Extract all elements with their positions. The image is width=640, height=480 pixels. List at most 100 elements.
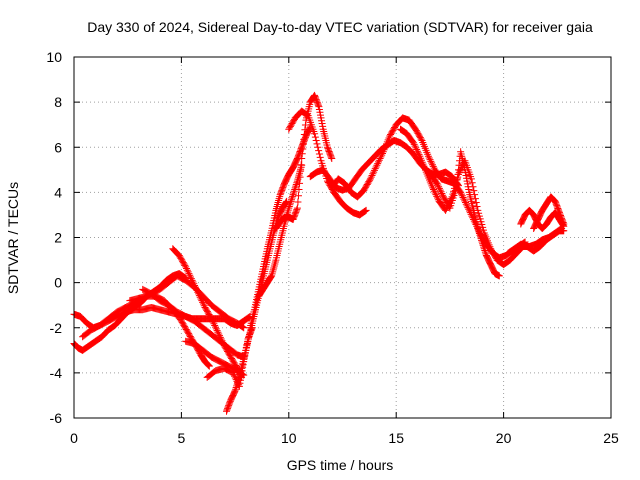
data-point bbox=[235, 375, 243, 383]
y-axis-title: SDTVAR / TECUs bbox=[5, 182, 21, 294]
x-tick-label: 15 bbox=[388, 430, 404, 446]
data-point bbox=[293, 204, 301, 212]
data-point bbox=[187, 273, 195, 281]
data-point bbox=[297, 167, 305, 175]
data-point bbox=[296, 173, 304, 181]
data-point bbox=[208, 316, 216, 324]
data-point bbox=[413, 146, 421, 154]
data-point bbox=[312, 136, 320, 144]
data-point bbox=[215, 330, 223, 338]
data-point bbox=[194, 288, 202, 296]
data-point bbox=[313, 140, 321, 148]
data-point bbox=[478, 238, 486, 246]
data-point bbox=[559, 219, 567, 227]
data-point bbox=[267, 274, 275, 282]
data-point bbox=[282, 198, 290, 206]
data-point bbox=[290, 187, 298, 195]
data-point bbox=[193, 287, 201, 295]
data-point bbox=[477, 235, 485, 243]
data-point bbox=[196, 293, 204, 301]
data-point bbox=[311, 133, 319, 141]
data-point bbox=[189, 278, 197, 286]
data-point bbox=[361, 208, 369, 216]
y-tick-label: -4 bbox=[50, 365, 63, 381]
data-point bbox=[298, 150, 306, 158]
data-point bbox=[231, 372, 239, 380]
data-point bbox=[211, 323, 219, 331]
data-point bbox=[232, 384, 240, 392]
data-point bbox=[292, 182, 300, 190]
data-point bbox=[457, 188, 465, 196]
data-point bbox=[229, 369, 237, 377]
data-point bbox=[314, 101, 322, 109]
data-point bbox=[467, 210, 475, 218]
data-point bbox=[367, 173, 375, 181]
data-point bbox=[434, 194, 442, 202]
y-tick-label: -6 bbox=[50, 410, 63, 426]
data-point bbox=[415, 151, 423, 159]
data-point bbox=[234, 378, 242, 386]
data-point bbox=[362, 206, 370, 214]
data-point bbox=[432, 191, 440, 199]
data-point bbox=[200, 302, 208, 310]
data-point bbox=[182, 263, 190, 271]
data-point bbox=[327, 153, 335, 161]
data-point bbox=[301, 126, 309, 134]
data-point bbox=[366, 176, 374, 184]
data-point bbox=[295, 186, 303, 194]
data-point bbox=[442, 206, 450, 214]
data-point bbox=[291, 184, 299, 192]
data-point bbox=[315, 147, 323, 155]
data-point bbox=[467, 175, 475, 183]
data-point bbox=[475, 228, 483, 236]
data-point bbox=[478, 236, 486, 244]
series-sat-track-17 bbox=[427, 148, 503, 280]
data-point bbox=[461, 199, 469, 207]
y-tick-label: 0 bbox=[54, 275, 62, 291]
data-point bbox=[438, 190, 446, 198]
data-point bbox=[192, 285, 200, 293]
data-point bbox=[184, 268, 192, 276]
data-point bbox=[245, 314, 253, 322]
data-point bbox=[232, 385, 240, 393]
data-point bbox=[430, 186, 438, 194]
data-point bbox=[287, 197, 295, 205]
data-point bbox=[409, 139, 417, 147]
data-point bbox=[195, 292, 203, 300]
data-point bbox=[205, 362, 213, 370]
data-point bbox=[181, 261, 189, 269]
data-point bbox=[429, 184, 437, 192]
data-point bbox=[470, 187, 478, 195]
data-point bbox=[188, 276, 196, 284]
data-point bbox=[427, 157, 435, 165]
data-point bbox=[185, 270, 193, 278]
data-point bbox=[204, 360, 212, 368]
data-point bbox=[233, 382, 241, 390]
data-point bbox=[209, 318, 217, 326]
data-point bbox=[479, 241, 487, 249]
data-point bbox=[296, 179, 304, 187]
data-point bbox=[475, 230, 483, 238]
data-point bbox=[560, 220, 568, 228]
data-point bbox=[436, 186, 444, 194]
data-point bbox=[230, 371, 238, 379]
data-point bbox=[377, 153, 385, 161]
data-point bbox=[437, 188, 445, 196]
data-point bbox=[457, 190, 465, 198]
data-point bbox=[372, 163, 380, 171]
data-point bbox=[286, 201, 294, 209]
data-point bbox=[204, 361, 212, 369]
data-point bbox=[454, 166, 462, 174]
data-point bbox=[376, 155, 384, 163]
data-point bbox=[453, 175, 461, 183]
data-point bbox=[183, 266, 191, 274]
data-point bbox=[289, 192, 297, 200]
data-point bbox=[412, 144, 420, 152]
data-point bbox=[459, 193, 467, 201]
data-point bbox=[207, 315, 215, 323]
data-point bbox=[298, 155, 306, 163]
data-point bbox=[468, 179, 476, 187]
chart-title: Day 330 of 2024, Sidereal Day-to-day VTE… bbox=[87, 19, 593, 35]
data-point bbox=[311, 130, 319, 138]
data-point bbox=[210, 320, 218, 328]
